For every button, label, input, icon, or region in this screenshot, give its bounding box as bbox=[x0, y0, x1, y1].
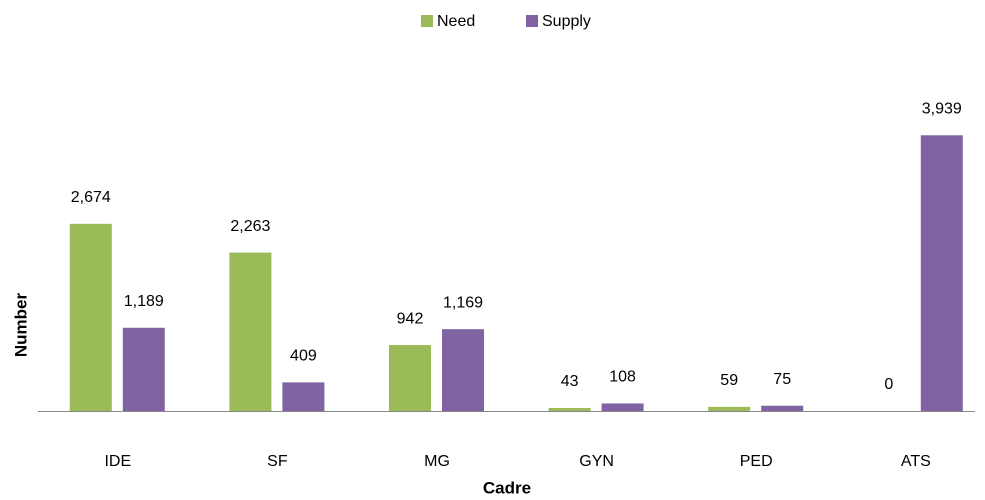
value-label: 2,263 bbox=[230, 218, 270, 235]
value-label: 1,189 bbox=[124, 293, 164, 310]
legend-swatch bbox=[526, 15, 538, 27]
legend-label: Need bbox=[437, 13, 475, 30]
legend-swatch bbox=[421, 15, 433, 27]
value-label: 43 bbox=[561, 373, 579, 390]
x-tick-label: IDE bbox=[104, 453, 131, 470]
value-label: 409 bbox=[290, 348, 317, 365]
value-label: 75 bbox=[773, 371, 791, 388]
value-label: 2,674 bbox=[71, 189, 111, 206]
value-label: 0 bbox=[884, 376, 893, 393]
bar bbox=[442, 329, 484, 411]
value-label: 3,939 bbox=[922, 100, 962, 117]
x-tick-label: PED bbox=[740, 453, 773, 470]
bar bbox=[282, 382, 325, 411]
bar bbox=[708, 406, 751, 411]
bar bbox=[122, 327, 165, 411]
value-label: 942 bbox=[397, 310, 424, 327]
legend-label: Supply bbox=[542, 13, 591, 30]
x-tick-label: ATS bbox=[901, 453, 931, 470]
bar bbox=[229, 252, 272, 411]
x-axis-title: Cadre bbox=[483, 478, 531, 497]
bar bbox=[548, 407, 591, 411]
y-axis-title: Number bbox=[11, 293, 30, 358]
bar bbox=[920, 135, 963, 411]
bar bbox=[601, 403, 644, 411]
bar bbox=[69, 223, 112, 411]
value-label: 59 bbox=[720, 372, 738, 389]
x-tick-label: MG bbox=[424, 453, 450, 470]
value-label: 1,169 bbox=[443, 294, 483, 311]
value-label: 108 bbox=[609, 369, 636, 386]
x-tick-label: SF bbox=[267, 453, 288, 470]
bar bbox=[761, 405, 804, 411]
x-tick-label: GYN bbox=[579, 453, 614, 470]
bar bbox=[389, 345, 431, 411]
